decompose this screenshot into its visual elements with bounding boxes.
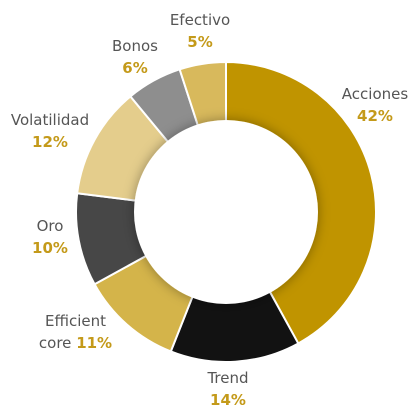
category-name: Trend	[207, 369, 249, 387]
value-label: 10%	[32, 239, 68, 257]
donut-hole	[134, 120, 318, 304]
slice-label: Efficient core 11%	[28, 310, 123, 354]
slice-label: Efectivo 5%	[155, 9, 245, 53]
slice-label: Acciones 42%	[335, 83, 411, 127]
category-name: Oro	[36, 217, 64, 235]
category-name: Efficient core	[38, 312, 106, 352]
slice-label: Volatilidad 12%	[0, 109, 100, 153]
category-name: Acciones	[341, 85, 409, 103]
value-label: 12%	[32, 133, 68, 151]
value-label: 6%	[122, 59, 148, 77]
value-label: 42%	[357, 107, 393, 125]
category-name: Bonos	[112, 37, 158, 55]
slice-label: Trend 14%	[178, 367, 278, 405]
value-label: 5%	[187, 33, 213, 51]
value-label: 11%	[76, 334, 113, 352]
slice-label: Oro 10%	[5, 215, 95, 259]
category-name: Volatilidad	[10, 111, 90, 129]
slice-label: Bonos 6%	[95, 35, 175, 79]
category-name: Efectivo	[169, 11, 231, 29]
value-label: 14%	[210, 391, 246, 405]
